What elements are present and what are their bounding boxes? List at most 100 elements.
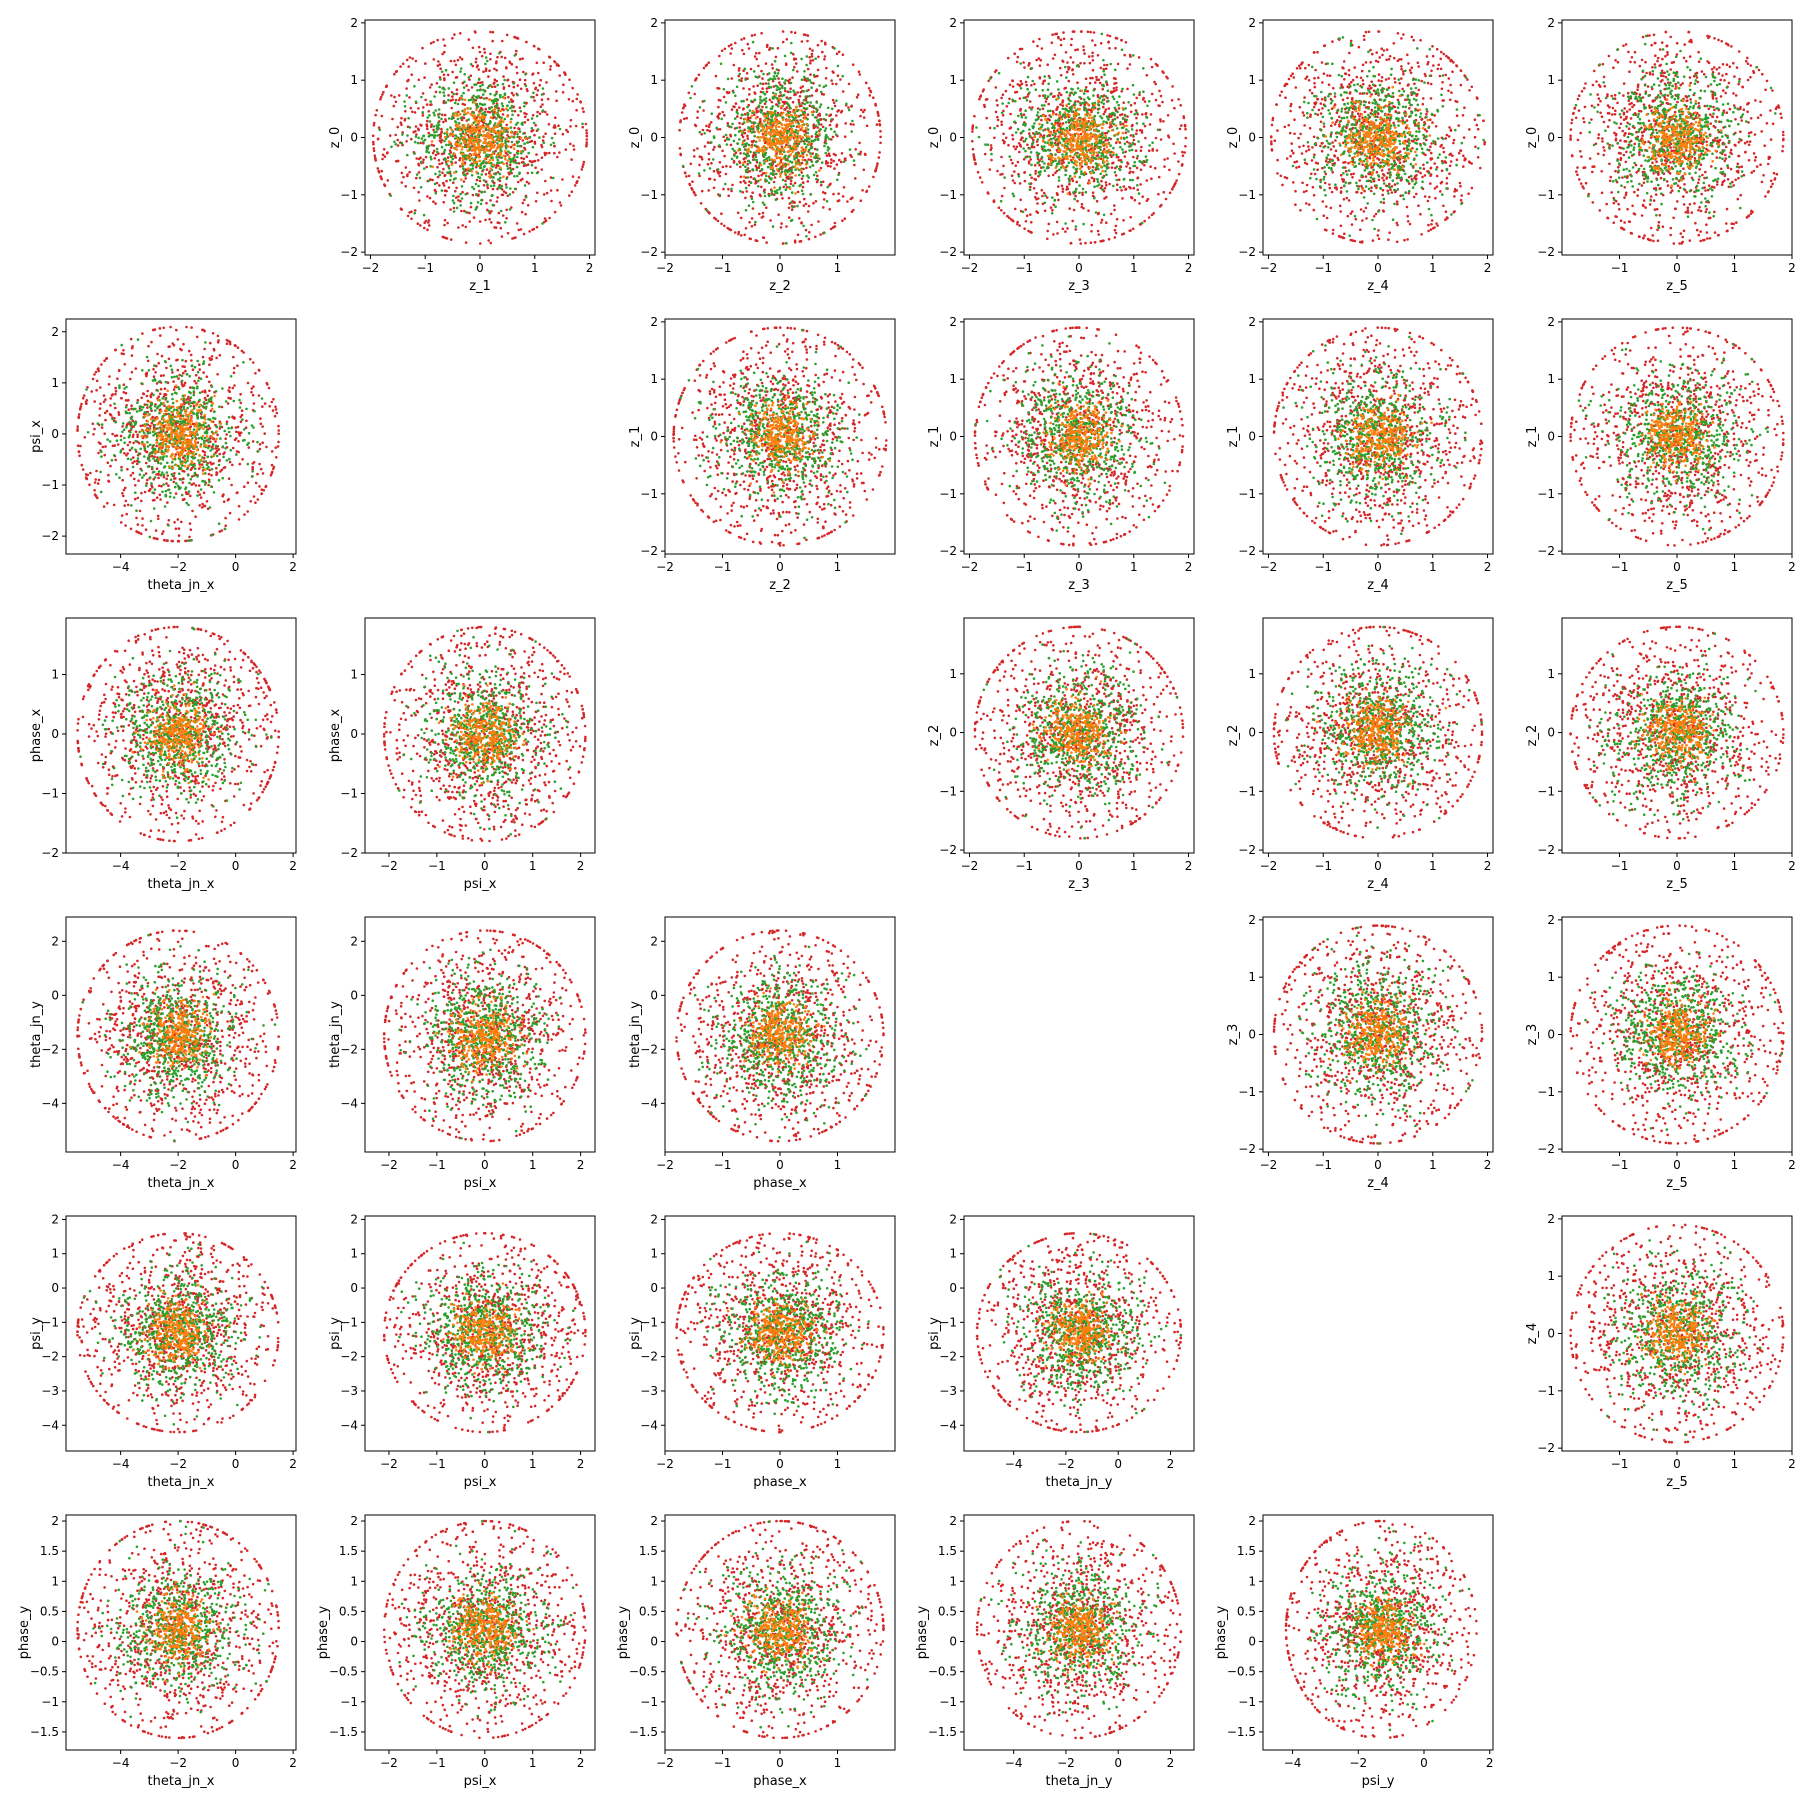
scatter-point-middle	[423, 135, 426, 138]
scatter-point-outer	[569, 143, 572, 146]
scatter-point-outer	[387, 179, 390, 182]
scatter-point-outer	[521, 161, 524, 164]
scatter-point-outer	[503, 190, 506, 193]
scatter-point-middle	[403, 100, 406, 103]
scatter-point-outer	[537, 89, 540, 92]
scatter-point-outer	[493, 68, 496, 71]
scatter-point-middle	[463, 73, 466, 76]
scatter-point-outer	[381, 115, 384, 118]
scatter-point-outer	[485, 202, 488, 205]
scatter-point-outer	[568, 98, 571, 101]
scatter-point-outer	[502, 113, 505, 116]
scatter-point-outer	[544, 154, 547, 157]
scatter-point-outer	[535, 200, 538, 203]
scatter-point-middle	[436, 148, 439, 151]
scatter-point-outer	[374, 157, 377, 160]
scatter-point-outer	[482, 70, 485, 73]
scatter-point-outer	[527, 163, 530, 166]
scatter-point-outer	[440, 130, 443, 133]
scatter-point-outer	[468, 78, 471, 81]
scatter-point-outer	[512, 100, 515, 103]
scatter-point-outer	[522, 71, 525, 74]
scatter-point-middle	[552, 142, 555, 145]
scatter-point-outer	[560, 204, 563, 207]
scatter-point-outer	[433, 58, 436, 61]
scatter-point-outer	[537, 159, 540, 162]
scatter-point-outer	[517, 84, 520, 87]
scatter-point-middle	[495, 156, 498, 159]
scatter-point-outer	[495, 166, 498, 169]
scatter-point-outer	[492, 188, 495, 191]
scatter-point-outer	[545, 81, 548, 84]
scatter-point-outer	[536, 94, 539, 97]
scatter-point-outer	[538, 84, 541, 87]
scatter-point-outer	[432, 41, 435, 44]
scatter-point-outer	[489, 31, 492, 34]
scatter-point-outer	[492, 117, 495, 120]
scatter-point-outer	[568, 78, 571, 81]
scatter-point-middle	[479, 176, 482, 179]
scatter-point-outer	[428, 224, 431, 227]
scatter-point-outer	[446, 222, 449, 225]
scatter-point-outer	[491, 40, 494, 43]
scatter-point-outer	[461, 224, 464, 227]
scatter-point-middle	[448, 143, 451, 146]
scatter-point-outer	[424, 62, 427, 65]
scatter-point-outer	[451, 71, 454, 74]
scatter-point-outer	[443, 74, 446, 77]
scatter-point-outer	[505, 183, 508, 186]
scatter-point-outer	[513, 36, 516, 39]
scatter-point-outer	[424, 99, 427, 102]
scatter-point-outer	[534, 124, 537, 127]
scatter-point-outer	[406, 173, 409, 176]
scatter-point-outer	[479, 51, 482, 54]
scatter-point-outer	[553, 60, 556, 63]
scatter-point-outer	[502, 214, 505, 217]
scatter-point-outer	[485, 69, 488, 72]
scatter-point-outer	[455, 93, 458, 96]
scatter-point-outer	[472, 194, 475, 197]
scatter-point-outer	[483, 48, 486, 51]
scatter-point-outer	[443, 224, 446, 227]
scatter-point-outer	[433, 144, 436, 147]
scatter-point-outer	[517, 37, 520, 40]
scatter-point-outer	[464, 177, 467, 180]
scatter-point-outer	[377, 138, 380, 141]
scatter-point-middle	[500, 156, 503, 159]
scatter-point-outer	[534, 160, 537, 163]
scatter-point-outer	[557, 124, 560, 127]
scatter-point-outer	[417, 107, 420, 110]
scatter-point-outer	[508, 173, 511, 176]
scatter-point-middle	[475, 124, 478, 127]
scatter-point-outer	[455, 76, 458, 79]
scatter-point-outer	[505, 67, 508, 70]
scatter-point-outer	[415, 157, 418, 160]
scatter-point-outer	[439, 140, 442, 143]
scatter-point-outer	[567, 131, 570, 134]
scatter-point-outer	[542, 61, 545, 64]
scatter-point-outer	[544, 111, 547, 114]
scatter-point-outer	[501, 40, 504, 43]
scatter-point-outer	[402, 63, 405, 66]
scatter-point-middle	[438, 108, 441, 111]
scatter-point-outer	[479, 180, 482, 183]
scatter-point-middle	[415, 100, 418, 103]
scatter-point-outer	[516, 72, 519, 75]
scatter-point-outer	[533, 82, 536, 85]
scatter-point-middle	[480, 173, 483, 176]
scatter-point-outer	[389, 134, 392, 137]
scatter-point-outer	[461, 191, 464, 194]
scatter-point-outer	[515, 50, 518, 53]
scatter-point-outer	[586, 135, 589, 138]
scatter-point-middle	[445, 101, 448, 104]
scatter-point-outer	[489, 53, 492, 56]
scatter-point-outer	[462, 103, 465, 106]
scatter-point-outer	[511, 92, 514, 95]
scatter-point-outer	[417, 191, 420, 194]
scatter-point-middle	[401, 142, 404, 145]
scatter-point-outer	[578, 176, 581, 179]
scatter-point-middle	[448, 167, 451, 170]
scatter-point-outer	[531, 140, 534, 143]
scatter-point-outer	[554, 116, 557, 119]
